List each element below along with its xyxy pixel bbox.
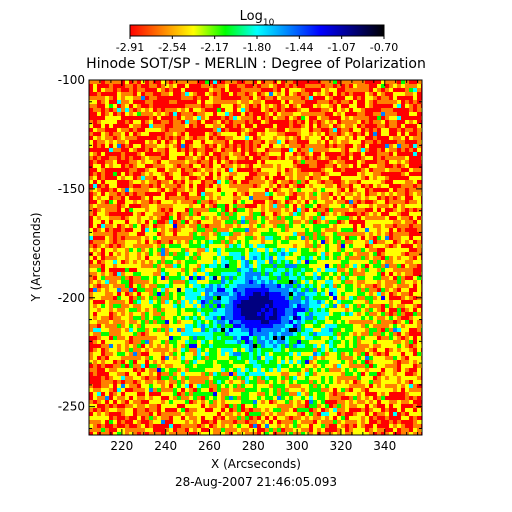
chart-title: Hinode SOT/SP - MERLIN : Degree of Polar…: [86, 56, 426, 72]
colorbar-label: Log10: [240, 9, 275, 28]
x-tick-label: 260: [198, 439, 221, 453]
y-tick-label: -200: [58, 291, 85, 305]
colorbar: Log10 -2.91 -2.54 -2.17 -1.80 -1.44 -1.07 -0.7…: [116, 9, 398, 54]
colorbar-tick-label: -0.70: [370, 41, 398, 54]
x-tick-label: 320: [329, 439, 352, 453]
x-axis-label: X (Arcseconds): [211, 457, 301, 471]
heatmap: [89, 80, 422, 435]
x-tick-label: 280: [242, 439, 265, 453]
y-tick-label: -100: [58, 73, 85, 87]
plot-frame: [88, 79, 423, 436]
colorbar-tick-label: -2.54: [158, 41, 186, 54]
y-tick-label: -250: [58, 400, 85, 414]
y-axis-label: Y (Arcseconds): [29, 212, 43, 302]
x-tick-label: 220: [110, 439, 133, 453]
colorbar-bar: [129, 24, 385, 37]
colorbar-tick-label: -1.07: [327, 41, 355, 54]
colorbar-tick-label: -1.44: [285, 41, 313, 54]
x-tick-label: 300: [286, 439, 309, 453]
x-tick-label: 240: [154, 439, 177, 453]
colorbar-tick-label: -1.80: [243, 41, 271, 54]
plot-area: 220 240 260 280 300 320 340 -100 -150 -200 -250: [58, 73, 423, 453]
observation-date: 28-Aug-2007 21:46:05.093: [175, 475, 337, 489]
colorbar-tick-label: -2.91: [116, 41, 144, 54]
y-tick-label: -150: [58, 182, 85, 196]
colorbar-tick-label: -2.17: [200, 41, 228, 54]
x-tick-label: 340: [373, 439, 396, 453]
